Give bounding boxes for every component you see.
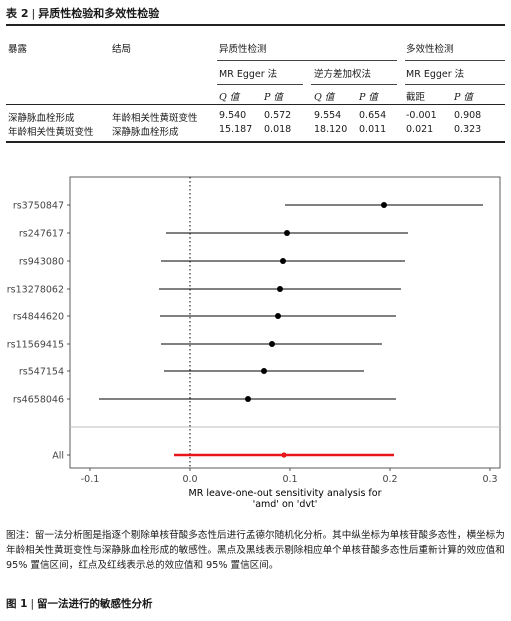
overall-estimate: All: [52, 451, 394, 462]
figure-title-separator: |: [30, 598, 35, 610]
row2-egger-p: 0.018: [264, 124, 292, 135]
figure-caption: 图注：留一法分析图是指逐个剔除单核苷酸多态性后进行孟德尔随机化分析。其中纵坐标为…: [6, 530, 505, 571]
header-q-ivw: Q 值: [314, 92, 335, 103]
estimate-point: [284, 230, 290, 236]
row1-intercept: -0.001: [406, 110, 437, 121]
table-header-rule: [6, 104, 505, 105]
estimate-point: [275, 313, 281, 319]
y-tick-label: rs4658046: [13, 395, 64, 406]
row1-ivw-q: 9.554: [314, 110, 342, 121]
snp-estimate: rs247617: [19, 229, 408, 240]
snp-estimate: rs11569415: [7, 340, 382, 351]
y-tick-label: rs247617: [19, 229, 64, 240]
header-outcome: 结局: [112, 44, 132, 55]
y-tick-label: rs943080: [19, 257, 64, 268]
y-tick-label: rs13278062: [7, 285, 64, 296]
table-title-text: 异质性检验和多效性检验: [38, 7, 160, 20]
x-axis-label-line1: MR leave-one-out sensitivity analysis fo…: [189, 488, 382, 499]
header-p-pleiotropy: P 值: [454, 92, 473, 103]
row2-pleiotropy-p: 0.323: [454, 124, 482, 135]
row2-exposure: 年龄相关性黄斑变性: [8, 127, 94, 138]
ivw-rule: [311, 84, 397, 85]
table-bottom-rule: [6, 141, 505, 143]
pleiotropy-rule: [405, 60, 505, 61]
row2-ivw-q: 18.120: [314, 124, 348, 135]
y-tick-label: All: [52, 451, 64, 462]
snp-estimate: rs4658046: [13, 395, 396, 406]
header-intercept: 截距: [406, 92, 426, 103]
x-tick-label: -0.1: [81, 474, 100, 485]
row2-egger-q: 15.187: [219, 124, 253, 135]
estimate-point: [269, 341, 275, 347]
y-tick-label: rs547154: [19, 367, 64, 378]
estimate-point: [277, 286, 283, 292]
estimate-point: [280, 258, 286, 264]
overall-point: [281, 452, 287, 458]
row1-exposure: 深静脉血栓形成: [8, 113, 75, 124]
header-p-ivw: P 值: [359, 92, 378, 103]
figure-label: 图 1: [6, 598, 28, 610]
estimate-point: [245, 396, 251, 402]
snp-estimate: rs13278062: [7, 285, 401, 296]
snp-estimate: rs3750847: [13, 201, 483, 212]
row2-intercept: 0.021: [406, 124, 434, 135]
row1-pleiotropy-p: 0.908: [454, 110, 482, 121]
estimate-point: [261, 368, 267, 374]
header-pleiotropy: 多效性检测: [406, 44, 454, 55]
table-label: 表 2: [6, 7, 29, 20]
row1-egger-q: 9.540: [219, 110, 247, 121]
table-title: 表 2 | 异质性检验和多效性检验: [6, 5, 159, 21]
row2-ivw-p: 0.011: [359, 124, 387, 135]
header-exposure: 暴露: [8, 44, 28, 55]
header-q-egger: Q 值: [219, 92, 240, 103]
x-axis-label-line2: 'amd' on 'dvt': [253, 499, 318, 510]
y-tick-label: rs4844620: [13, 312, 64, 323]
table-top-rule: [6, 24, 505, 26]
estimate-point: [381, 202, 387, 208]
y-tick-label: rs3750847: [13, 201, 64, 212]
heterogeneity-rule: [217, 60, 397, 61]
x-tick-label: 0.1: [282, 474, 297, 485]
snp-estimate: rs943080: [19, 257, 405, 268]
row2-outcome: 深静脉血栓形成: [112, 127, 179, 138]
header-ivw: 逆方差加权法: [314, 69, 372, 80]
x-tick-label: 0.3: [482, 474, 497, 485]
row1-ivw-p: 0.654: [359, 110, 387, 121]
header-mr-egger: MR Egger 法: [219, 69, 278, 80]
header-p-egger: P 值: [264, 92, 283, 103]
figure-title: 图 1 | 留一法进行的敏感性分析: [6, 596, 153, 611]
mr-egger-pleiotropy-rule: [405, 84, 505, 85]
row1-egger-p: 0.572: [264, 110, 292, 121]
snp-estimate: rs547154: [19, 367, 364, 378]
figure-title-text: 留一法进行的敏感性分析: [37, 598, 153, 610]
x-tick-label: 0.2: [382, 474, 397, 485]
table-title-separator: |: [31, 7, 36, 20]
plot-panel: [69, 176, 501, 469]
forest-plot: rs3750847 rs247617 rs943080 rs13278062 rs484…: [7, 176, 501, 510]
x-tick-label: 0.0: [182, 474, 197, 485]
snp-estimate: rs4844620: [13, 312, 396, 323]
y-tick-label: rs11569415: [7, 340, 64, 351]
header-mr-egger-pleiotropy: MR Egger 法: [406, 69, 465, 80]
mr-egger-rule: [217, 84, 303, 85]
header-heterogeneity: 异质性检测: [219, 44, 267, 55]
row1-outcome: 年龄相关性黄斑变性: [112, 113, 198, 124]
